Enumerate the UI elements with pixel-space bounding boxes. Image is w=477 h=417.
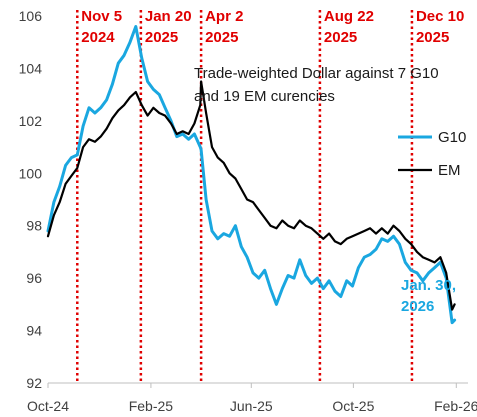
x-tick-label: Feb-25 — [129, 398, 174, 414]
event-label-line1: Nov 5 — [81, 8, 122, 25]
end-date-label: Jan. 30, — [401, 277, 456, 294]
event-label-line1: Dec 10 — [416, 8, 464, 25]
event-label-line2: 2024 — [81, 29, 115, 46]
y-tick-label: 96 — [26, 270, 42, 286]
event-label-line1: Jan 20 — [145, 8, 192, 25]
x-tick-label: Feb-26 — [434, 398, 477, 414]
y-tick-label: 100 — [19, 165, 43, 181]
y-tick-label: 102 — [19, 113, 43, 129]
y-tick-label: 104 — [19, 60, 43, 76]
legend-label-g10: G10 — [438, 129, 466, 146]
legend-label-em: EM — [438, 162, 461, 179]
event-label-line2: 2025 — [145, 29, 178, 46]
end-date-label: 2026 — [401, 298, 434, 315]
chart-annotation: Trade-weighted Dollar against 7 G10 — [194, 65, 439, 82]
y-tick-label: 98 — [26, 218, 42, 234]
event-label-line1: Apr 2 — [205, 8, 243, 25]
series-line-g10 — [46, 25, 457, 325]
event-label-line1: Aug 22 — [324, 8, 374, 25]
axes-layer — [47, 382, 468, 388]
event-label-line2: 2025 — [416, 29, 449, 46]
y-tick-label: 106 — [19, 8, 43, 24]
y-tick-label: 94 — [26, 323, 42, 339]
x-tick-label: Oct-24 — [27, 398, 69, 414]
x-tick-label: Oct-25 — [332, 398, 374, 414]
x-tick-label: Jun-25 — [230, 398, 273, 414]
series-line-em — [46, 80, 456, 311]
event-markers — [76, 10, 414, 383]
chart-annotation: and 19 EM curencies — [194, 88, 335, 105]
text-layer: 92 94 96 98 100 102 104 106 Oct-24 Feb-25 Jun-25 Oc… — [19, 8, 477, 414]
y-tick-label: 92 — [26, 375, 42, 391]
event-label-line2: 2025 — [324, 29, 357, 46]
series-layer — [46, 25, 457, 325]
event-label-line2: 2025 — [205, 29, 238, 46]
